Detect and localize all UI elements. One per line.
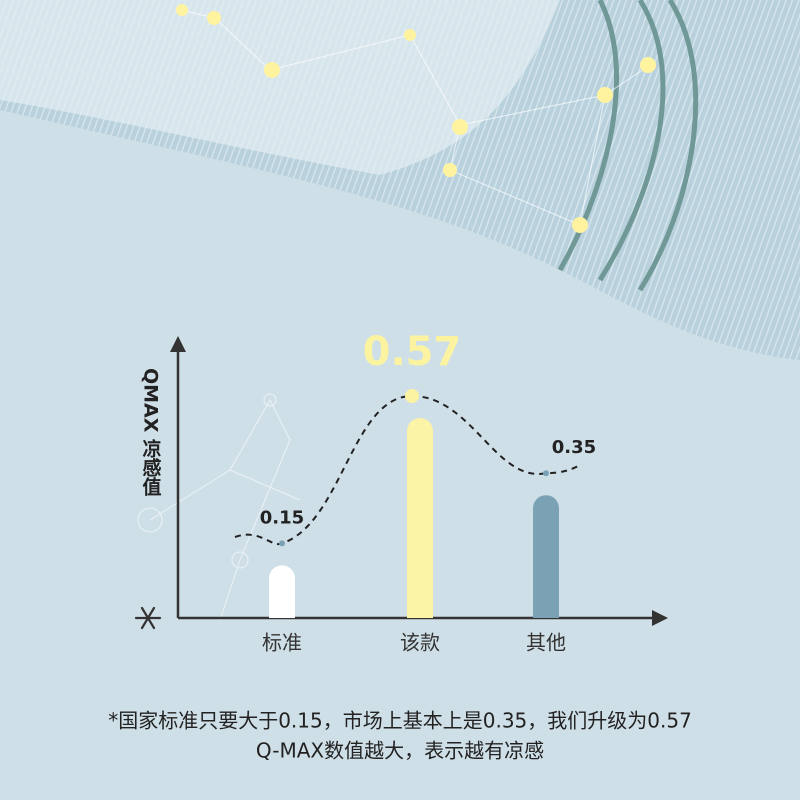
- x-tick-label: 其他: [526, 631, 566, 655]
- bar: [533, 495, 559, 618]
- x-tick-label: 该款: [400, 631, 440, 655]
- bar: [269, 565, 295, 618]
- bar: [407, 418, 433, 618]
- footnote: *国家标准只要大于0.15，市场上基本上是0.35，我们升级为0.57: [108, 709, 692, 733]
- fabric-decoration: [0, 0, 800, 360]
- x-tick-label: 标准: [262, 631, 302, 655]
- value-label: 0.57: [363, 329, 462, 375]
- y-axis-label: QMAX 凉感值: [140, 368, 162, 496]
- molecule-decoration: [137, 393, 301, 621]
- curve-point: [279, 540, 285, 547]
- snowflake-icon: [134, 606, 162, 630]
- curve-point: [405, 389, 419, 403]
- curve-point: [543, 470, 549, 477]
- footnote: Q-MAX数值越大，表示越有凉感: [256, 739, 544, 763]
- value-label: 0.15: [260, 507, 304, 528]
- value-label: 0.35: [552, 437, 596, 458]
